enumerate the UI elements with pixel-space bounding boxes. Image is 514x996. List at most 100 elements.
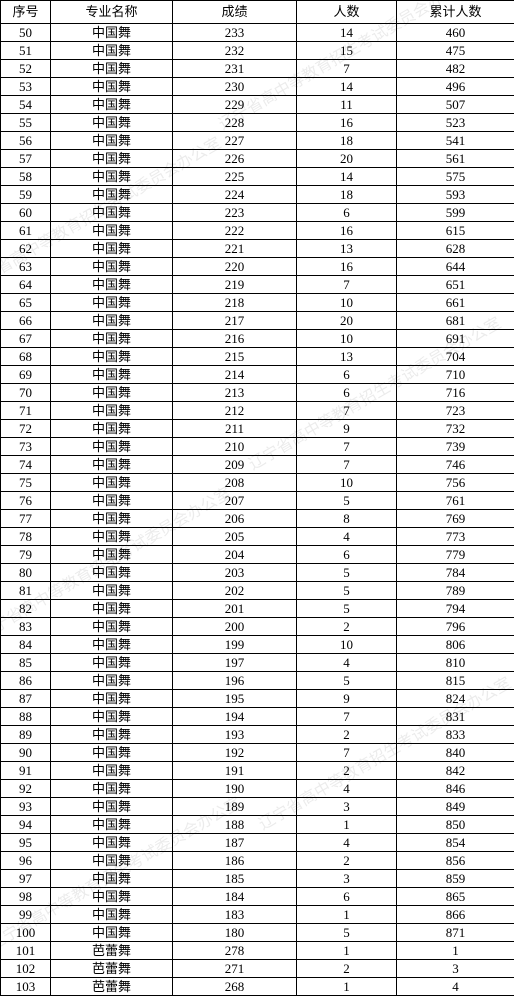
- table-row: 57中国舞22620561: [1, 150, 514, 168]
- table-cell: 16: [297, 258, 397, 276]
- table-cell: 271: [173, 960, 297, 978]
- table-cell: 593: [397, 186, 514, 204]
- table-row: 96中国舞1862856: [1, 852, 514, 870]
- table-cell: 67: [1, 330, 51, 348]
- table-cell: 842: [397, 762, 514, 780]
- table-cell: 208: [173, 474, 297, 492]
- table-cell: 207: [173, 492, 297, 510]
- table-cell: 中国舞: [51, 474, 173, 492]
- table-cell: 723: [397, 402, 514, 420]
- table-cell: 中国舞: [51, 906, 173, 924]
- table-cell: 84: [1, 636, 51, 654]
- table-cell: 65: [1, 294, 51, 312]
- table-cell: 232: [173, 42, 297, 60]
- table-cell: 1: [297, 978, 397, 996]
- table-cell: 中国舞: [51, 348, 173, 366]
- table-cell: 5: [297, 924, 397, 942]
- table-cell: 69: [1, 366, 51, 384]
- table-cell: 61: [1, 222, 51, 240]
- table-cell: 中国舞: [51, 330, 173, 348]
- table-row: 76中国舞2075761: [1, 492, 514, 510]
- table-cell: 2: [297, 618, 397, 636]
- table-body: 50中国舞2331446051中国舞2321547552中国舞231748253…: [1, 24, 514, 996]
- table-cell: 219: [173, 276, 297, 294]
- table-cell: 83: [1, 618, 51, 636]
- score-table: 序号 专业名称 成绩 人数 累计人数 50中国舞2331446051中国舞232…: [0, 0, 514, 996]
- table-cell: 3: [397, 960, 514, 978]
- table-cell: 188: [173, 816, 297, 834]
- table-cell: 628: [397, 240, 514, 258]
- table-cell: 芭蕾舞: [51, 942, 173, 960]
- table-cell: 846: [397, 780, 514, 798]
- table-cell: 184: [173, 888, 297, 906]
- table-cell: 7: [297, 276, 397, 294]
- table-cell: 866: [397, 906, 514, 924]
- table-row: 53中国舞23014496: [1, 78, 514, 96]
- table-cell: 58: [1, 168, 51, 186]
- table-cell: 中国舞: [51, 168, 173, 186]
- table-cell: 79: [1, 546, 51, 564]
- table-cell: 183: [173, 906, 297, 924]
- table-cell: 7: [297, 708, 397, 726]
- table-row: 83中国舞2002796: [1, 618, 514, 636]
- table-row: 98中国舞1846865: [1, 888, 514, 906]
- table-row: 84中国舞19910806: [1, 636, 514, 654]
- table-cell: 218: [173, 294, 297, 312]
- table-cell: 691: [397, 330, 514, 348]
- table-row: 87中国舞1959824: [1, 690, 514, 708]
- table-cell: 中国舞: [51, 366, 173, 384]
- table-cell: 中国舞: [51, 492, 173, 510]
- table-cell: 87: [1, 690, 51, 708]
- table-cell: 94: [1, 816, 51, 834]
- table-cell: 中国舞: [51, 816, 173, 834]
- table-cell: 中国舞: [51, 636, 173, 654]
- table-cell: 1: [297, 906, 397, 924]
- table-cell: 6: [297, 384, 397, 402]
- table-row: 54中国舞22911507: [1, 96, 514, 114]
- table-cell: 779: [397, 546, 514, 564]
- table-row: 91中国舞1912842: [1, 762, 514, 780]
- table-cell: 1: [397, 942, 514, 960]
- table-cell: 196: [173, 672, 297, 690]
- table-row: 103芭蕾舞26814: [1, 978, 514, 996]
- table-cell: 203: [173, 564, 297, 582]
- table-cell: 716: [397, 384, 514, 402]
- table-cell: 222: [173, 222, 297, 240]
- table-cell: 214: [173, 366, 297, 384]
- table-cell: 82: [1, 600, 51, 618]
- table-cell: 871: [397, 924, 514, 942]
- table-row: 70中国舞2136716: [1, 384, 514, 402]
- table-cell: 中国舞: [51, 564, 173, 582]
- table-cell: 191: [173, 762, 297, 780]
- table-cell: 223: [173, 204, 297, 222]
- table-cell: 192: [173, 744, 297, 762]
- table-cell: 中国舞: [51, 870, 173, 888]
- table-row: 93中国舞1893849: [1, 798, 514, 816]
- table-cell: 224: [173, 186, 297, 204]
- table-cell: 16: [297, 114, 397, 132]
- table-cell: 199: [173, 636, 297, 654]
- table-cell: 227: [173, 132, 297, 150]
- table-cell: 773: [397, 528, 514, 546]
- table-cell: 831: [397, 708, 514, 726]
- table-row: 51中国舞23215475: [1, 42, 514, 60]
- table-cell: 中国舞: [51, 726, 173, 744]
- table-cell: 189: [173, 798, 297, 816]
- table-cell: 217: [173, 312, 297, 330]
- table-cell: 7: [297, 744, 397, 762]
- table-cell: 193: [173, 726, 297, 744]
- table-cell: 14: [297, 168, 397, 186]
- table-row: 90中国舞1927840: [1, 744, 514, 762]
- table-cell: 202: [173, 582, 297, 600]
- table-cell: 206: [173, 510, 297, 528]
- table-row: 52中国舞2317482: [1, 60, 514, 78]
- table-cell: 7: [297, 60, 397, 78]
- table-cell: 186: [173, 852, 297, 870]
- table-cell: 13: [297, 240, 397, 258]
- table-cell: 3: [297, 798, 397, 816]
- table-row: 102芭蕾舞27123: [1, 960, 514, 978]
- table-cell: 4: [297, 528, 397, 546]
- table-cell: 中国舞: [51, 546, 173, 564]
- table-cell: 810: [397, 654, 514, 672]
- table-cell: 615: [397, 222, 514, 240]
